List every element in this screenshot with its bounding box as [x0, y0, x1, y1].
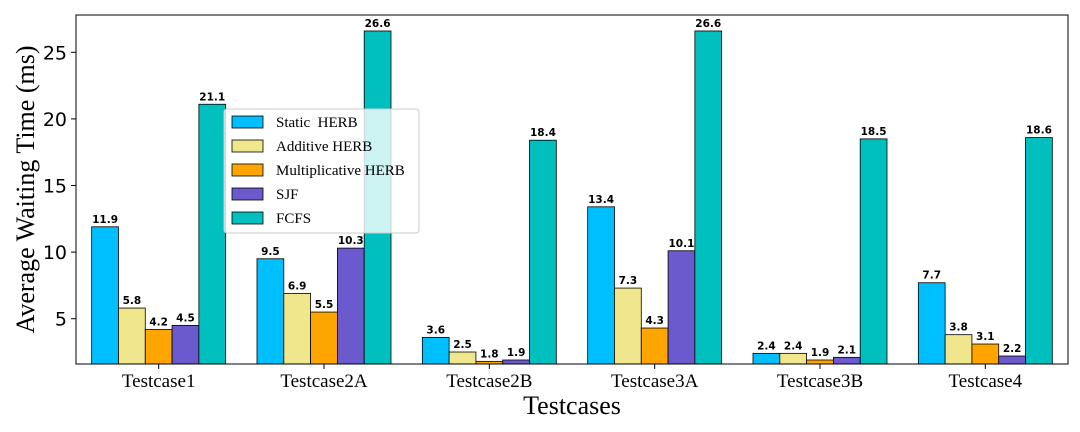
bar-2-6: [944, 334, 973, 365]
y-tick-label: 25: [43, 42, 67, 64]
data-label: 7.3: [619, 275, 638, 287]
data-label: 2.2: [1003, 343, 1022, 355]
bar-3-2: [310, 311, 338, 365]
x-tick-label: Testcase2B: [446, 371, 532, 392]
x-tick-label: Testcase3A: [611, 371, 699, 392]
bar-3-1: [144, 328, 173, 365]
bar-2-3: [448, 351, 477, 365]
legend-swatch: [231, 163, 264, 177]
x-tick-label: Testcase4: [949, 371, 1023, 392]
data-label: 21.1: [199, 91, 225, 103]
legend-swatch: [231, 187, 264, 201]
legend-swatch: [231, 115, 264, 129]
bar-4-1: [171, 324, 200, 365]
bar-1-6: [917, 282, 946, 365]
data-label: 7.7: [922, 270, 941, 282]
bar-2-1: [118, 307, 146, 365]
legend-label: Additive HERB: [276, 139, 372, 155]
data-label: 4.2: [149, 316, 168, 328]
data-label: 11.9: [92, 214, 118, 226]
bar-5-1: [198, 103, 227, 365]
bar-1-3: [421, 336, 450, 365]
plot-frame: [75, 14, 1069, 365]
data-label: 3.1: [976, 331, 995, 343]
y-tick-label: 15: [43, 176, 67, 198]
bar-5-6: [1025, 137, 1053, 365]
bar-2-2: [283, 292, 311, 365]
data-label: 10.3: [338, 235, 364, 247]
data-label: 26.6: [365, 18, 391, 30]
data-label: 1.8: [480, 348, 499, 360]
x-axis-title: Testcases: [523, 391, 621, 420]
data-label: 18.4: [530, 127, 556, 139]
data-label: 6.9: [288, 280, 307, 292]
data-label: 5.5: [315, 299, 334, 311]
bar-3-5: [806, 359, 834, 365]
legend: Static HERB Additive HERB Multiplicative H…: [223, 108, 420, 234]
y-tick-label: 20: [43, 109, 67, 131]
bar-4-4: [667, 250, 696, 365]
y-axis-title: Average Waiting Time (ms): [11, 46, 40, 334]
bars-layer: [91, 30, 1053, 365]
bar-4-3: [502, 359, 530, 365]
data-labels-layer: 11.9 5.8 4.2 4.5 21.1 9.5 6.9 5.5 10.3 26.6 3.6 2.5…: [92, 18, 1052, 360]
bar-2-5: [779, 352, 807, 365]
data-label: 18.6: [1026, 125, 1052, 137]
data-label: 3.8: [949, 322, 968, 334]
bar-2-4: [614, 287, 642, 365]
legend-swatch: [231, 139, 264, 153]
data-label: 1.9: [507, 347, 526, 359]
x-tick-label: Testcase3B: [777, 371, 863, 392]
data-label: 2.4: [757, 340, 776, 352]
legend-box: [223, 108, 420, 234]
bar-4-5: [833, 356, 861, 365]
data-label: 2.1: [837, 344, 856, 356]
x-axis: Testcase1 Testcase2A Testcase2B Testcase3A T…: [122, 364, 1023, 392]
data-label: 9.5: [261, 246, 280, 258]
bar-1-1: [91, 226, 119, 365]
data-label: 4.3: [645, 315, 664, 327]
data-label: 1.9: [811, 347, 830, 359]
legend-label: FCFS: [276, 211, 311, 227]
legend-swatch: [231, 211, 264, 225]
legend-label: Multiplicative HERB: [276, 163, 405, 179]
data-label: 3.6: [426, 324, 445, 336]
bar-4-6: [998, 355, 1026, 365]
legend-label: SJF: [276, 187, 299, 203]
x-tick-label: Testcase1: [122, 371, 196, 392]
y-tick-label: 5: [55, 309, 67, 331]
y-tick-label: 10: [43, 242, 67, 264]
data-label: 5.8: [123, 295, 142, 307]
data-label: 4.5: [176, 312, 195, 324]
data-label: 2.4: [784, 340, 803, 352]
bar-5-4: [694, 30, 723, 365]
y-axis: 5 10 15 20 25: [43, 42, 76, 331]
bar-1-2: [256, 258, 285, 365]
data-label: 10.1: [669, 238, 695, 250]
data-label: 26.6: [695, 18, 721, 30]
data-label: 2.5: [453, 339, 472, 351]
bar-5-3: [529, 139, 557, 365]
x-tick-label: Testcase2A: [280, 371, 368, 392]
bar-1-4: [587, 206, 615, 365]
data-label: 13.4: [588, 194, 614, 206]
bar-3-6: [971, 343, 1000, 365]
bar-1-5: [752, 352, 781, 365]
bar-4-2: [336, 247, 365, 365]
bar-5-5: [859, 138, 888, 365]
data-label: 18.5: [861, 126, 887, 138]
legend-label: Static HERB: [276, 115, 358, 131]
bar-3-4: [640, 327, 669, 365]
